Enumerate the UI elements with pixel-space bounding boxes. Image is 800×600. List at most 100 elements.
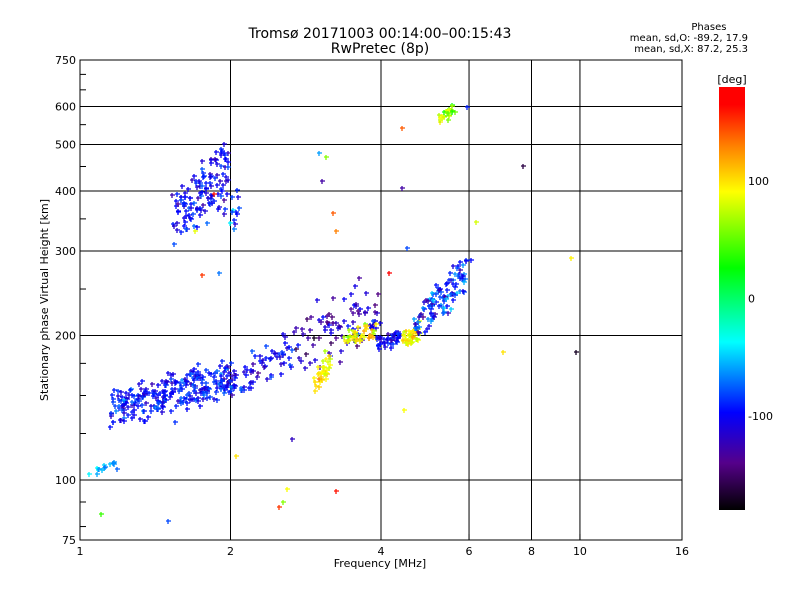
data-point	[110, 393, 115, 398]
data-point	[301, 332, 306, 337]
data-point	[191, 383, 196, 388]
data-point	[189, 217, 194, 222]
data-point	[391, 342, 396, 347]
data-point	[137, 399, 142, 404]
data-point	[179, 401, 184, 406]
data-point	[389, 338, 394, 343]
data-point	[408, 333, 413, 338]
data-point	[169, 409, 174, 414]
data-point	[374, 322, 379, 327]
data-point	[250, 349, 255, 354]
data-point	[156, 383, 161, 388]
data-point	[425, 327, 430, 332]
data-point	[387, 271, 392, 276]
data-point	[212, 199, 217, 204]
phase-stats-header: Phases	[691, 22, 727, 33]
data-point	[212, 192, 217, 197]
data-point	[204, 381, 209, 386]
data-point	[355, 344, 360, 349]
data-point	[146, 415, 151, 420]
data-point	[290, 437, 295, 442]
data-point	[222, 142, 227, 147]
data-point	[427, 324, 432, 329]
x-axis-label: Frequency [MHz]	[334, 557, 426, 570]
data-point	[209, 372, 214, 377]
data-point	[138, 417, 143, 422]
subtitle-line: RwPretec (8p)	[330, 41, 430, 57]
title-line: Tromsø 20171003 00:14:00–00:15:43	[248, 26, 512, 42]
data-point	[279, 372, 284, 377]
data-point	[196, 196, 201, 201]
data-point	[386, 336, 391, 341]
data-point	[223, 207, 228, 212]
data-point	[281, 352, 286, 357]
data-point	[383, 341, 388, 346]
data-point	[119, 390, 124, 395]
data-point	[258, 359, 263, 364]
data-point	[354, 339, 359, 344]
data-point	[222, 370, 227, 375]
data-point	[184, 209, 189, 214]
data-point	[437, 304, 442, 309]
data-point	[234, 454, 239, 459]
data-point	[200, 190, 205, 195]
data-point	[180, 184, 185, 189]
colorbar-gradient	[719, 87, 745, 510]
data-point	[99, 512, 104, 517]
data-point	[229, 361, 234, 366]
data-point	[191, 212, 196, 217]
data-point	[108, 425, 113, 430]
data-point	[174, 404, 179, 409]
data-point	[454, 282, 459, 287]
data-point	[103, 465, 108, 470]
data-point	[160, 410, 165, 415]
data-point	[346, 324, 351, 329]
data-point	[464, 259, 469, 264]
data-point	[323, 328, 328, 333]
data-point	[371, 319, 376, 324]
data-point	[111, 420, 116, 425]
data-point	[196, 396, 201, 401]
data-point	[431, 298, 436, 303]
data-point	[331, 296, 336, 301]
data-point	[232, 369, 237, 374]
data-point	[451, 264, 456, 269]
data-point	[453, 272, 458, 277]
data-point	[226, 383, 231, 388]
data-point	[122, 411, 127, 416]
data-point	[120, 395, 125, 400]
data-point	[347, 328, 352, 333]
data-point	[426, 299, 431, 304]
data-point	[193, 386, 198, 391]
data-point	[299, 359, 304, 364]
data-point	[119, 418, 124, 423]
data-point	[363, 310, 368, 315]
data-point	[325, 314, 330, 319]
data-point	[251, 362, 256, 367]
data-point	[305, 317, 310, 322]
data-point	[327, 323, 332, 328]
data-point	[124, 401, 129, 406]
data-point	[395, 336, 400, 341]
data-point	[229, 385, 234, 390]
data-point	[222, 212, 227, 217]
data-point	[255, 375, 260, 380]
data-point	[161, 395, 166, 400]
data-point	[223, 366, 228, 371]
data-point	[456, 274, 461, 279]
data-point	[137, 382, 142, 387]
data-point	[334, 229, 339, 234]
data-point	[170, 193, 175, 198]
data-point	[230, 393, 235, 398]
y-tick-label: 300	[55, 245, 76, 258]
data-point	[183, 220, 188, 225]
data-point	[233, 384, 238, 389]
data-point	[179, 396, 184, 401]
data-point	[292, 330, 297, 335]
data-point	[190, 178, 195, 183]
x-tick-label: 8	[528, 545, 535, 558]
data-point	[453, 293, 458, 298]
data-point	[220, 378, 225, 383]
data-point	[290, 348, 295, 353]
